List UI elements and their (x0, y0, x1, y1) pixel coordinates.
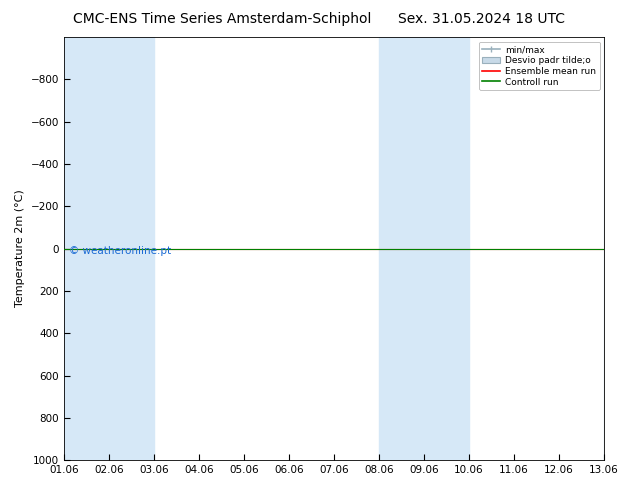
Bar (379, 37, 424, 460)
Legend: min/max, Desvio padr tilde;o, Ensemble mean run, Controll run: min/max, Desvio padr tilde;o, Ensemble m… (479, 42, 600, 90)
Text: Sex. 31.05.2024 18 UTC: Sex. 31.05.2024 18 UTC (398, 12, 566, 26)
Bar (109, 37, 154, 460)
Bar (64, 37, 109, 460)
Y-axis label: Temperature 2m (°C): Temperature 2m (°C) (15, 190, 25, 307)
Bar (604, 37, 634, 460)
Text: © weatheronline.pt: © weatheronline.pt (69, 246, 171, 256)
Text: CMC-ENS Time Series Amsterdam-Schiphol: CMC-ENS Time Series Amsterdam-Schiphol (73, 12, 371, 26)
Bar (424, 37, 469, 460)
